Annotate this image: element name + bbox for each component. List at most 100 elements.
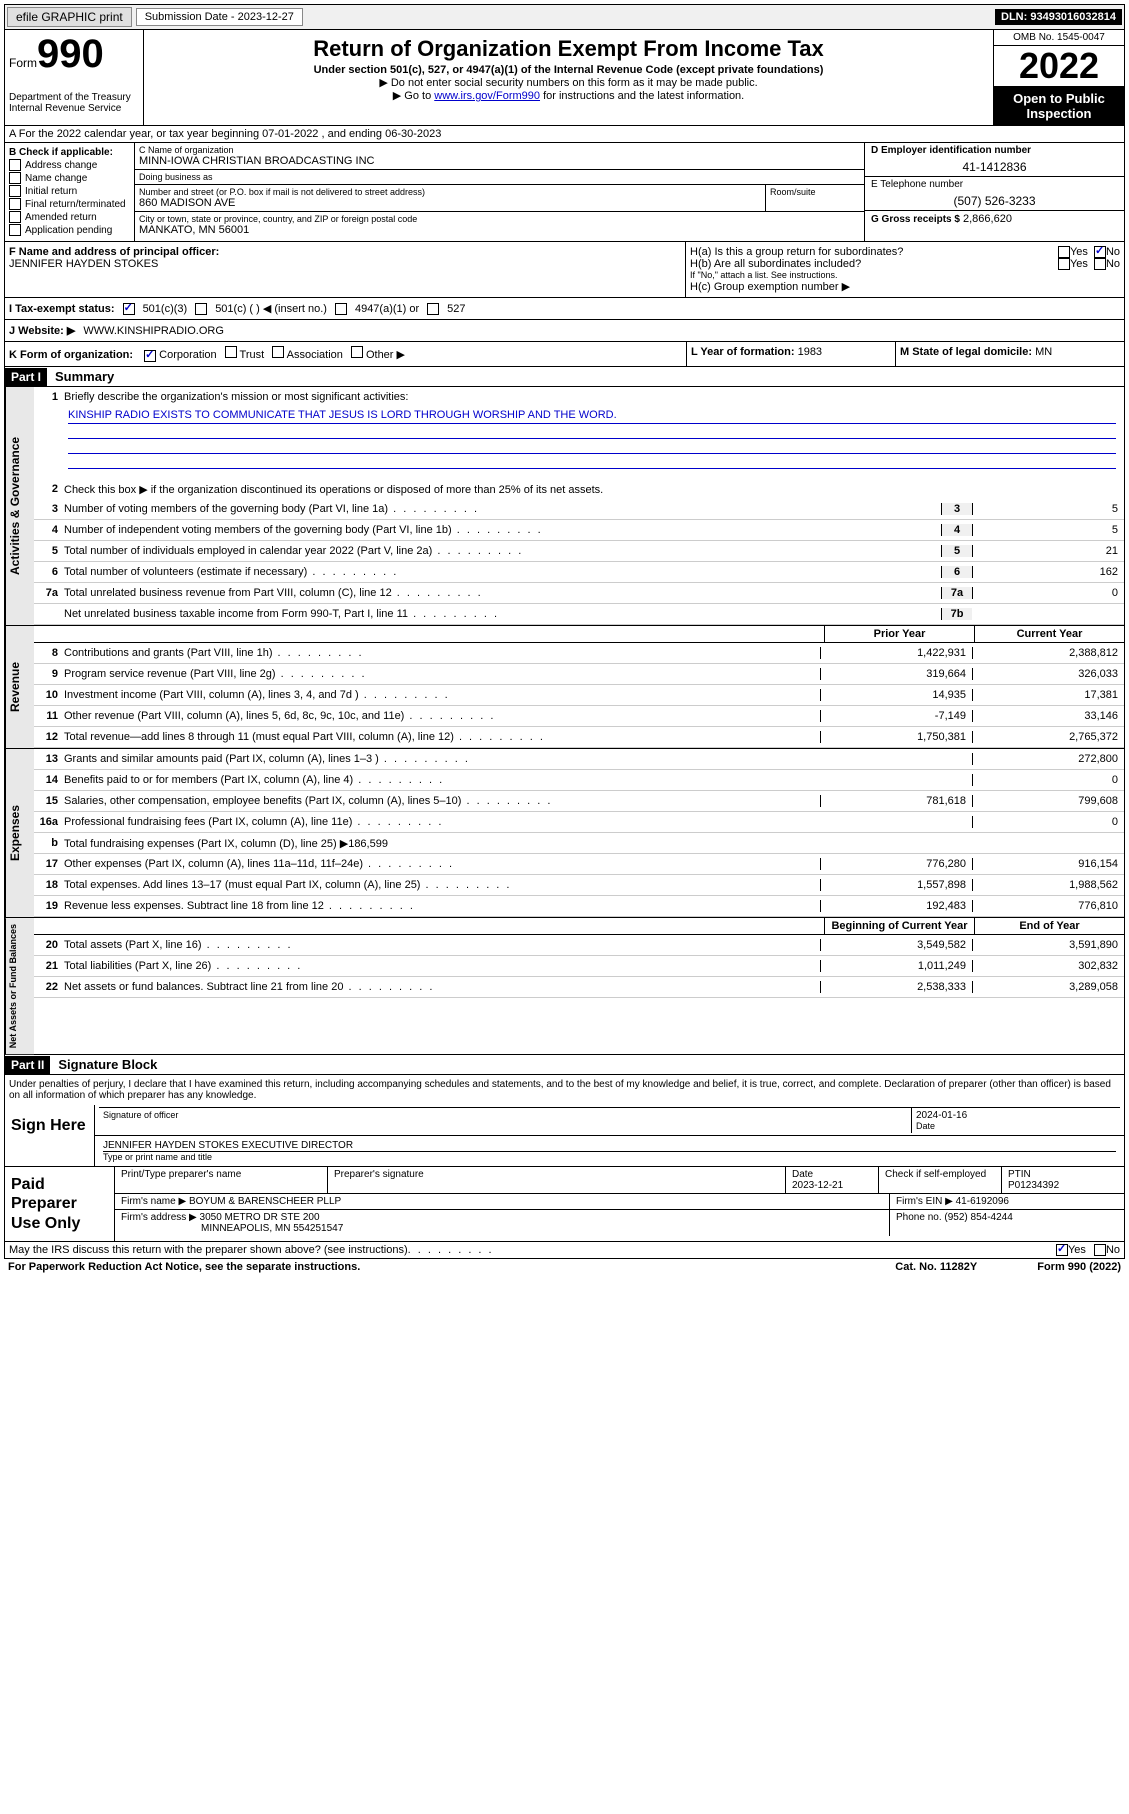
k-opt-checkbox[interactable] (225, 346, 237, 358)
i-501c-checkbox[interactable] (195, 303, 207, 315)
row-a-tax-year: A For the 2022 calendar year, or tax yea… (4, 126, 1125, 143)
declaration-text: Under penalties of perjury, I declare th… (5, 1075, 1124, 1105)
line-num: 18 (34, 879, 64, 891)
line-desc: Number of voting members of the governin… (64, 501, 941, 517)
colb-checkbox[interactable] (9, 159, 21, 171)
officer-name: JENNIFER HAYDEN STOKES (9, 258, 681, 270)
discuss-yes-checkbox[interactable] (1056, 1244, 1068, 1256)
colb-checkbox[interactable] (9, 224, 21, 236)
line-desc: Revenue less expenses. Subtract line 18 … (64, 898, 820, 914)
org-name-label: C Name of organization (139, 145, 860, 155)
k-opt-checkbox[interactable] (351, 346, 363, 358)
firm-name-label: Firm's name ▶ (121, 1196, 186, 1207)
colb-checkbox[interactable] (9, 198, 21, 210)
colb-checkbox[interactable] (9, 211, 21, 223)
q1-label: Briefly describe the organization's miss… (64, 389, 1124, 405)
line-num: 16a (34, 816, 64, 828)
hb-yes-checkbox[interactable] (1058, 258, 1070, 270)
prior-value: 2,538,333 (820, 981, 972, 993)
colb-checkbox[interactable] (9, 172, 21, 184)
ha-no-checkbox[interactable] (1094, 246, 1106, 258)
k-opt-label: Trust (240, 349, 265, 361)
current-value: 799,608 (972, 795, 1124, 807)
line-desc: Contributions and grants (Part VIII, lin… (64, 645, 820, 661)
colb-checkbox[interactable] (9, 185, 21, 197)
hdr-end-year: End of Year (974, 918, 1124, 934)
line-boxnum: 6 (941, 566, 972, 578)
hdr-current-year: Current Year (974, 626, 1124, 642)
discuss-no-checkbox[interactable] (1094, 1244, 1106, 1256)
ptin-value: P01234392 (1008, 1180, 1118, 1191)
hc-label: H(c) Group exemption number ▶ (690, 280, 1120, 293)
l-value: 1983 (798, 346, 822, 358)
line-num: 6 (34, 566, 64, 578)
current-value: 2,388,812 (972, 647, 1124, 659)
line-value: 0 (972, 587, 1124, 599)
i-501c3-checkbox[interactable] (123, 303, 135, 315)
ha-yes-checkbox[interactable] (1058, 246, 1070, 258)
line-desc: Net unrelated business taxable income fr… (64, 606, 941, 622)
discuss-label: May the IRS discuss this return with the… (9, 1244, 408, 1256)
vtab-revenue: Revenue (5, 626, 34, 748)
prior-value: 192,483 (820, 900, 972, 912)
line-num: 5 (34, 545, 64, 557)
line-num: 7a (34, 587, 64, 599)
line-num: 3 (34, 503, 64, 515)
k-label: K Form of organization: (9, 349, 133, 361)
prior-value: 776,280 (820, 858, 972, 870)
hb-no-checkbox[interactable] (1094, 258, 1106, 270)
current-value: 33,146 (972, 710, 1124, 722)
colb-item-label: Name change (25, 173, 87, 184)
line-desc: Other expenses (Part IX, column (A), lin… (64, 856, 820, 872)
sig-date: 2024-01-16 (916, 1110, 1116, 1121)
line-num: b (34, 837, 64, 849)
p-sig-label: Preparer's signature (328, 1167, 786, 1193)
no-label-3: No (1106, 1244, 1120, 1256)
form-number: 990 (37, 34, 104, 74)
p-name-label: Print/Type preparer's name (115, 1167, 328, 1193)
form-header: Form 990 Department of the Treasury Inte… (4, 30, 1125, 126)
ptin-label: PTIN (1008, 1169, 1118, 1180)
k-opt-checkbox[interactable] (144, 350, 156, 362)
p-check-label: Check if self-employed (879, 1167, 1002, 1193)
part2-header: Part II (5, 1056, 50, 1074)
form-title: Return of Organization Exempt From Incom… (148, 36, 989, 62)
current-value: 0 (972, 774, 1124, 786)
k-opt-checkbox[interactable] (272, 346, 284, 358)
line-desc: Total number of volunteers (estimate if … (64, 564, 941, 580)
ein-value: 41-1412836 (871, 160, 1118, 174)
current-value: 2,765,372 (972, 731, 1124, 743)
p-date-label: Date (792, 1169, 872, 1180)
phone-value: (507) 526-3233 (871, 194, 1118, 208)
q2-label: Check this box ▶ if the organization dis… (64, 481, 1124, 498)
org-name: MINN-IOWA CHRISTIAN BROADCASTING INC (139, 155, 860, 167)
l-label: L Year of formation: (691, 346, 795, 358)
line-boxnum: 4 (941, 524, 972, 536)
i-527-checkbox[interactable] (427, 303, 439, 315)
line-boxnum: 7a (941, 587, 972, 599)
i-opt4: 527 (447, 303, 465, 315)
firm-ein: 41-6192096 (956, 1196, 1009, 1207)
hb-note: If "No," attach a list. See instructions… (690, 270, 1120, 280)
column-de: D Employer identification number 41-1412… (864, 143, 1124, 241)
gross-label: G Gross receipts $ (871, 214, 960, 225)
hdr-begin-year: Beginning of Current Year (824, 918, 974, 934)
k-opt-label: Corporation (159, 349, 216, 361)
current-value: 916,154 (972, 858, 1124, 870)
line-num: 22 (34, 981, 64, 993)
colb-item-label: Initial return (25, 186, 77, 197)
no-label-2: No (1106, 258, 1120, 270)
city-label: City or town, state or province, country… (139, 214, 860, 224)
line-num: 8 (34, 647, 64, 659)
line-desc: Total revenue—add lines 8 through 11 (mu… (64, 729, 820, 745)
p-date: 2023-12-21 (792, 1180, 872, 1191)
firm-addr1: 3050 METRO DR STE 200 (200, 1212, 320, 1223)
i-4947-checkbox[interactable] (335, 303, 347, 315)
paid-preparer-label: Paid Preparer Use Only (5, 1167, 115, 1241)
firm-phone: (952) 854-4244 (944, 1212, 1012, 1223)
paperwork-notice: For Paperwork Reduction Act Notice, see … (8, 1261, 360, 1273)
efile-button[interactable]: efile GRAPHIC print (7, 7, 132, 27)
irs-link[interactable]: www.irs.gov/Form990 (434, 90, 540, 102)
line-num: 4 (34, 524, 64, 536)
line-value: 162 (972, 566, 1124, 578)
